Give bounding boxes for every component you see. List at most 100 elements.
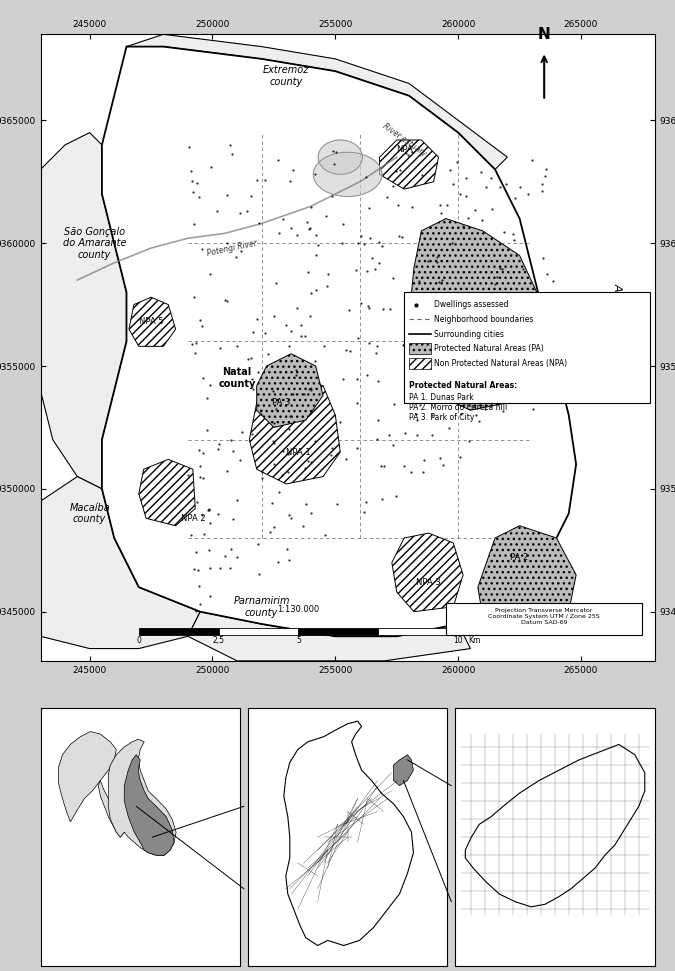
Point: [320, 208, 331, 223]
Point: [356, 228, 367, 244]
Text: A t l a n t i c

O c e a n: A t l a n t i c O c e a n: [589, 284, 622, 351]
Point: [434, 275, 445, 290]
Point: [198, 370, 209, 385]
Point: [191, 494, 202, 510]
Point: [191, 603, 202, 619]
Point: [510, 352, 520, 368]
Point: [527, 357, 538, 373]
Point: [269, 415, 279, 430]
Point: [410, 367, 421, 383]
Point: [285, 174, 296, 189]
Point: [507, 362, 518, 378]
Point: [432, 298, 443, 314]
Point: [331, 145, 342, 160]
Point: [539, 373, 550, 388]
Point: [416, 167, 427, 183]
Point: [304, 220, 315, 236]
Point: [198, 470, 209, 486]
Point: [481, 380, 492, 395]
Text: 2,5: 2,5: [213, 636, 225, 645]
Text: NPA: NPA: [396, 146, 412, 154]
Point: [481, 180, 492, 195]
Point: [414, 274, 425, 289]
Point: [456, 406, 466, 421]
Text: 1:130.000: 1:130.000: [277, 605, 319, 615]
Text: Surrounding cities: Surrounding cities: [433, 329, 504, 339]
Point: [508, 226, 518, 242]
Polygon shape: [126, 34, 508, 170]
Bar: [446, 603, 643, 635]
Text: PA 1: PA 1: [461, 324, 480, 334]
Point: [251, 172, 262, 187]
Point: [187, 336, 198, 352]
Polygon shape: [465, 745, 645, 907]
Point: [206, 159, 217, 175]
Polygon shape: [284, 721, 413, 946]
Point: [406, 144, 417, 159]
Point: [292, 227, 303, 243]
Point: [449, 349, 460, 364]
Point: [273, 151, 284, 167]
Point: [438, 457, 449, 473]
Point: [407, 331, 418, 347]
Point: [362, 263, 373, 279]
Point: [299, 460, 310, 476]
Point: [273, 484, 284, 499]
Point: [408, 330, 419, 346]
Point: [283, 464, 294, 480]
Point: [195, 312, 206, 327]
Point: [286, 323, 296, 339]
Point: [417, 355, 428, 371]
Point: [326, 448, 337, 463]
Point: [518, 261, 529, 277]
Point: [262, 347, 273, 362]
Point: [310, 433, 321, 449]
Point: [269, 519, 279, 535]
Point: [291, 367, 302, 383]
Point: [246, 351, 256, 366]
Point: [438, 314, 449, 329]
Point: [479, 348, 490, 363]
Point: [196, 507, 207, 522]
Text: Parnamirim
county: Parnamirim county: [234, 596, 290, 618]
Point: [460, 171, 471, 186]
Point: [390, 488, 401, 504]
Text: Neighborhood boundaries: Neighborhood boundaries: [433, 315, 533, 324]
Point: [483, 342, 493, 357]
Point: [360, 494, 371, 510]
Point: [373, 412, 383, 427]
Point: [532, 321, 543, 337]
Point: [194, 442, 205, 457]
Point: [431, 250, 442, 265]
Point: [227, 146, 238, 161]
Point: [510, 190, 521, 206]
Point: [427, 407, 437, 422]
Point: [461, 187, 472, 203]
Point: [219, 292, 230, 308]
Point: [185, 163, 196, 179]
Text: Projection Transverse Mercator
Coordinate System UTM / Zone 25S
Datum SAD-69: Projection Transverse Mercator Coordinat…: [489, 608, 600, 624]
Point: [394, 162, 405, 178]
Point: [363, 200, 374, 216]
Point: [377, 302, 388, 318]
Point: [267, 384, 278, 399]
Point: [191, 544, 202, 559]
Point: [213, 507, 224, 522]
Text: Potengi River: Potengi River: [207, 238, 258, 257]
Point: [329, 156, 340, 172]
Point: [236, 244, 247, 259]
Point: [464, 333, 475, 349]
Point: [311, 227, 322, 243]
Polygon shape: [102, 47, 576, 636]
Point: [301, 496, 312, 512]
Point: [435, 451, 446, 466]
Point: [493, 321, 504, 337]
Point: [267, 495, 278, 511]
Point: [219, 549, 230, 564]
Point: [202, 422, 213, 438]
Point: [366, 251, 377, 266]
Point: [319, 527, 330, 543]
Point: [194, 579, 205, 594]
Point: [214, 560, 225, 576]
Point: [547, 274, 558, 289]
